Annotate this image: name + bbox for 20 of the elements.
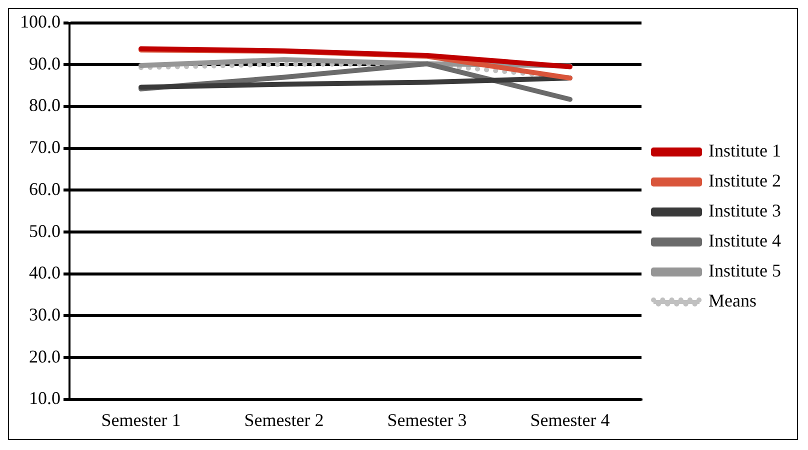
y-tick-label: 90.0	[29, 53, 60, 74]
legend-label: Institute 3	[708, 200, 782, 221]
y-tick-label: 60.0	[29, 178, 60, 199]
y-tick-label: 50.0	[29, 220, 60, 241]
legend-label: Institute 1	[708, 140, 782, 161]
y-tick-label: 10.0	[29, 388, 60, 408]
legend-label: Means	[708, 290, 757, 311]
y-tick-label: 70.0	[29, 137, 60, 158]
y-tick-label: 30.0	[29, 304, 60, 324]
y-tick-label: 100.0	[20, 12, 60, 32]
y-tick-label: 20.0	[29, 346, 60, 366]
x-tick-label: Semester 3	[387, 410, 467, 430]
legend-label: Institute 2	[708, 170, 782, 191]
y-tick-label: 40.0	[29, 262, 60, 283]
y-tick-label: 80.0	[29, 95, 60, 116]
x-tick-label: Semester 1	[101, 410, 181, 430]
x-tick-label: Semester 4	[530, 410, 610, 430]
legend-label: Institute 5	[708, 260, 782, 281]
legend-label: Institute 4	[708, 230, 782, 251]
x-tick-label: Semester 2	[244, 410, 324, 430]
